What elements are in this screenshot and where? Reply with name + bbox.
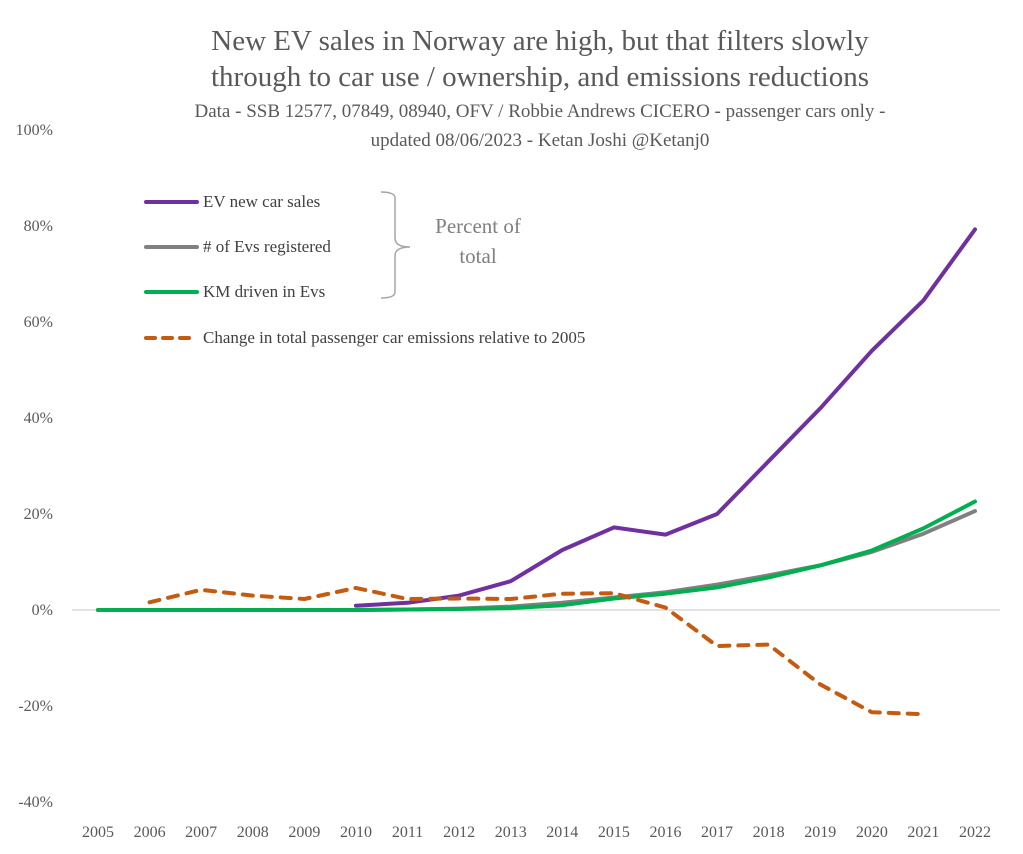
x-axis: 2005 2006 2007 2008 2009 2010 2011 2012 2013 2014… xyxy=(82,824,991,841)
series-line-emissions-change xyxy=(147,585,926,717)
x-tick-label: 2019 xyxy=(804,824,836,841)
x-tick-label: 2020 xyxy=(856,824,888,841)
x-tick-label: 2011 xyxy=(392,824,423,841)
y-axis: 100% 80% 60% 40% 20% 0% -20% -40% xyxy=(16,122,53,811)
series-line-ev-new-car-sales xyxy=(353,227,977,608)
chart-title-line-2: through to car use / ownership, and emis… xyxy=(211,61,869,93)
legend-label-km-driven: KM driven in Evs xyxy=(203,282,325,301)
y-tick-label: 80% xyxy=(24,218,53,235)
y-tick-label: 60% xyxy=(24,314,53,331)
y-tick-label: -40% xyxy=(18,794,53,811)
x-tick-label: 2006 xyxy=(134,824,166,841)
y-tick-label: 100% xyxy=(16,122,53,139)
chart-title-line-1: New EV sales in Norway are high, but tha… xyxy=(211,25,869,57)
legend-label-evs-registered: # of Evs registered xyxy=(203,237,331,256)
chart-titles: New EV sales in Norway are high, but tha… xyxy=(195,25,886,151)
x-tick-label: 2018 xyxy=(753,824,785,841)
curly-bracket xyxy=(380,191,411,299)
x-tick-label: 2012 xyxy=(443,824,475,841)
x-tick-label: 2013 xyxy=(495,824,527,841)
x-tick-label: 2021 xyxy=(907,824,939,841)
x-tick-label: 2008 xyxy=(237,824,269,841)
x-tick-label: 2009 xyxy=(288,824,320,841)
y-tick-label: -20% xyxy=(18,698,53,715)
chart-subtitle-line-1: Data - SSB 12577, 07849, 08940, OFV / Ro… xyxy=(195,101,886,122)
x-tick-label: 2015 xyxy=(598,824,630,841)
x-tick-label: 2022 xyxy=(959,824,991,841)
x-tick-label: 2010 xyxy=(340,824,372,841)
series-group xyxy=(96,227,977,717)
annotation-text-line-1: Percent of xyxy=(435,214,521,238)
y-tick-label: 20% xyxy=(24,506,53,523)
x-tick-label: 2017 xyxy=(701,824,733,841)
x-tick-label: 2016 xyxy=(649,824,681,841)
legend-label-emissions: Change in total passenger car emissions … xyxy=(203,328,585,347)
legend-label-ev-sales: EV new car sales xyxy=(203,192,320,211)
x-tick-label: 2007 xyxy=(185,824,217,841)
series-line-km-driven-in-evs xyxy=(96,499,977,612)
x-tick-label: 2014 xyxy=(546,824,578,841)
percent-of-total-annotation: Percent of total xyxy=(380,191,521,299)
y-tick-label: 0% xyxy=(32,602,53,619)
x-tick-label: 2005 xyxy=(82,824,114,841)
legend: EV new car sales # of Evs registered KM … xyxy=(144,192,585,347)
annotation-text-line-2: total xyxy=(459,244,496,268)
y-tick-label: 40% xyxy=(24,410,53,427)
chart-subtitle-line-2: updated 08/06/2023 - Ketan Joshi @Ketanj… xyxy=(371,130,710,151)
